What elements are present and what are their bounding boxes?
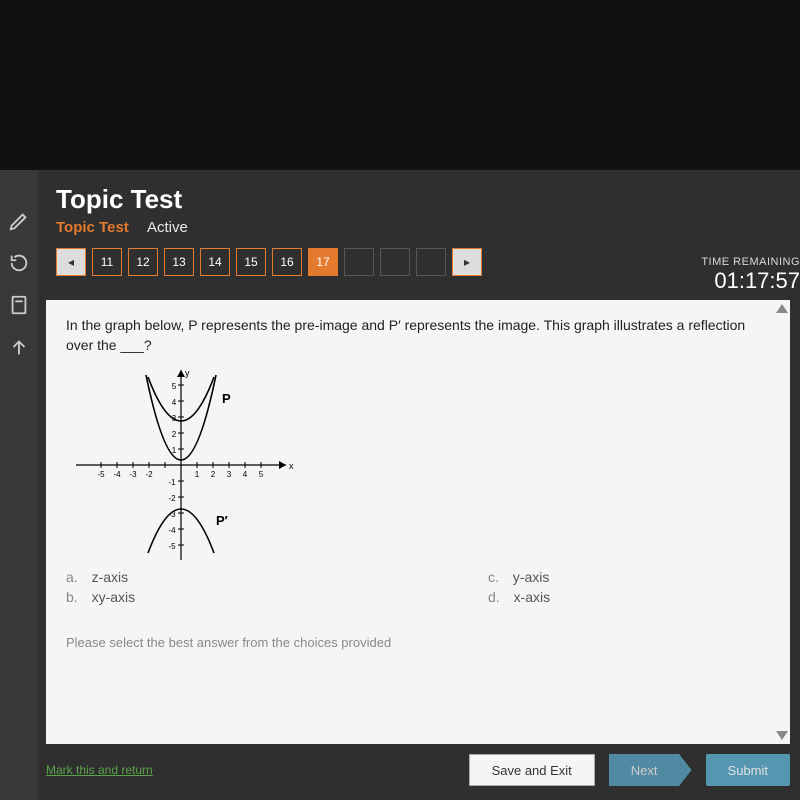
next-button[interactable]: Next: [609, 754, 692, 786]
svg-text:-4: -4: [113, 470, 121, 479]
nav-item-disabled-1: [344, 248, 374, 276]
choice-c-text: y-axis: [513, 569, 550, 585]
choice-b-letter: b.: [66, 589, 78, 605]
svg-text:-2: -2: [145, 470, 153, 479]
nav-next-button[interactable]: ▸: [452, 248, 482, 276]
choice-d-letter: d.: [488, 589, 500, 605]
question-prompt: In the graph below, P represents the pre…: [66, 316, 770, 355]
question-panel: In the graph below, P represents the pre…: [46, 300, 790, 744]
svg-text:1: 1: [172, 446, 177, 455]
svg-text:-2: -2: [168, 494, 176, 503]
choice-a[interactable]: a. z-axis: [66, 569, 348, 585]
save-exit-button[interactable]: Save and Exit: [469, 754, 595, 786]
pencil-icon[interactable]: [8, 210, 30, 232]
svg-text:-3: -3: [129, 470, 137, 479]
svg-text:-1: -1: [168, 478, 176, 487]
nav-item-12[interactable]: 12: [128, 248, 158, 276]
nav-item-15[interactable]: 15: [236, 248, 266, 276]
app-window: Topic Test Topic Test Active ◂ 11 12 13 …: [0, 170, 800, 800]
svg-text:x: x: [289, 461, 294, 471]
nav-item-13[interactable]: 13: [164, 248, 194, 276]
svg-text:5: 5: [259, 470, 264, 479]
svg-text:1: 1: [195, 470, 200, 479]
choice-d[interactable]: d. x-axis: [488, 589, 770, 605]
svg-text:5: 5: [172, 382, 177, 391]
subtitle-primary: Topic Test: [56, 219, 129, 236]
up-arrow-icon[interactable]: [8, 336, 30, 358]
timer: TIME REMAINING 01:17:57: [701, 256, 800, 294]
choice-a-letter: a.: [66, 569, 78, 585]
nav-item-11[interactable]: 11: [92, 248, 122, 276]
footer-bar: Mark this and return Save and Exit Next …: [46, 754, 790, 786]
svg-text:y: y: [185, 368, 190, 378]
svg-text:-4: -4: [168, 526, 176, 535]
subtitle-row: Topic Test Active: [56, 219, 782, 236]
left-toolbar: [0, 170, 38, 800]
nav-item-disabled-2: [380, 248, 410, 276]
nav-item-14[interactable]: 14: [200, 248, 230, 276]
nav-item-16[interactable]: 16: [272, 248, 302, 276]
choice-b-text: xy-axis: [92, 589, 136, 605]
svg-text:-5: -5: [97, 470, 105, 479]
svg-text:4: 4: [243, 470, 248, 479]
nav-item-disabled-3: [416, 248, 446, 276]
answer-choices: a. z-axis c. y-axis b. xy-axis d. x-axis: [66, 569, 770, 605]
choice-b[interactable]: b. xy-axis: [66, 589, 348, 605]
question-graph: -5-4-3 -212 345 543 21 -1-2-3 -4-5 P P′ …: [66, 365, 296, 565]
choice-d-text: x-axis: [514, 589, 551, 605]
nav-item-17[interactable]: 17: [308, 248, 338, 276]
question-nav: ◂ 11 12 13 14 15 16 17 ▸: [56, 248, 782, 276]
svg-text:-5: -5: [168, 542, 176, 551]
nav-prev-button[interactable]: ◂: [56, 248, 86, 276]
question-hint: Please select the best answer from the c…: [66, 635, 770, 650]
choice-c-letter: c.: [488, 569, 499, 585]
choice-a-text: z-axis: [92, 569, 129, 585]
choice-c[interactable]: c. y-axis: [488, 569, 770, 585]
subtitle-secondary: Active: [147, 219, 188, 236]
svg-text:2: 2: [211, 470, 216, 479]
timer-value: 01:17:57: [701, 268, 800, 294]
timer-label: TIME REMAINING: [701, 256, 800, 268]
graph-label-p: P: [222, 391, 231, 406]
svg-text:3: 3: [227, 470, 232, 479]
page-title: Topic Test: [56, 184, 782, 215]
scroll-down-icon[interactable]: [776, 731, 788, 740]
monitor-top-bezel: [0, 0, 800, 170]
calculator-icon[interactable]: [8, 294, 30, 316]
svg-text:4: 4: [172, 398, 177, 407]
scroll-up-icon[interactable]: [776, 304, 788, 313]
graph-label-pprime: P′: [216, 513, 228, 528]
refresh-icon[interactable]: [8, 252, 30, 274]
submit-button[interactable]: Submit: [706, 754, 790, 786]
svg-text:2: 2: [172, 430, 177, 439]
mark-and-return-link[interactable]: Mark this and return: [46, 763, 455, 777]
test-header: Topic Test Topic Test Active ◂ 11 12 13 …: [38, 170, 800, 276]
